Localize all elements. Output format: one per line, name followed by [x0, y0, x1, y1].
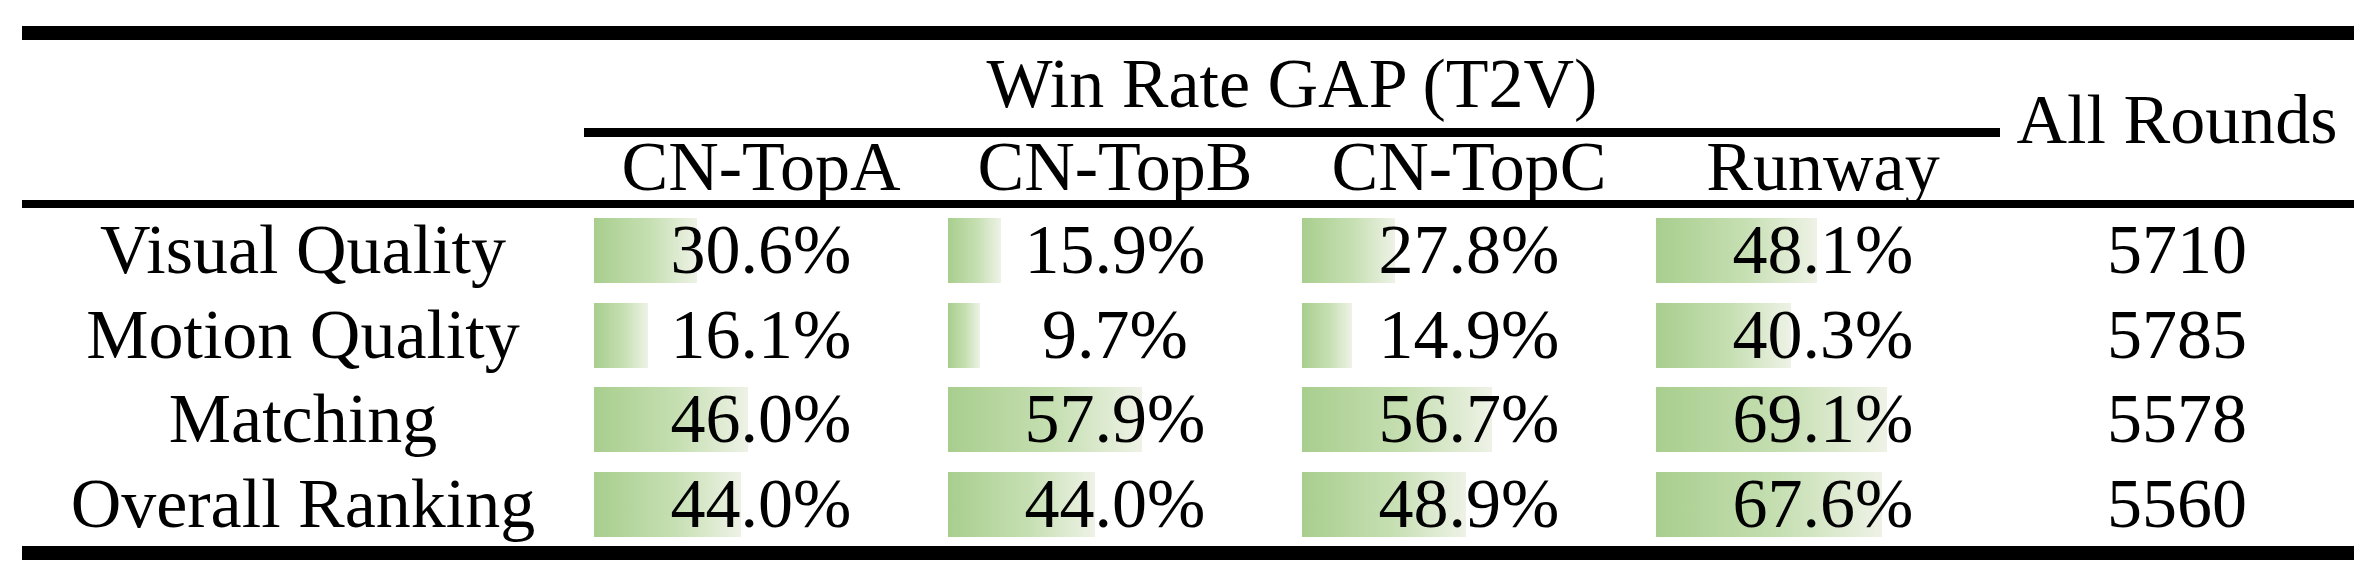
winrate-value: 40.3% — [1733, 295, 1914, 375]
winrate-bar — [594, 303, 648, 368]
win-rate-gap-table: Win Rate GAP (T2V) CN-TopA CN-TopB CN-To… — [22, 26, 2354, 560]
winrate-value: 16.1% — [671, 295, 852, 375]
value-cell: 44.0% — [584, 462, 938, 547]
value-cell: 67.6% — [1646, 462, 2000, 547]
top-rule — [22, 26, 2354, 40]
row-label-motion-quality: Motion Quality — [22, 293, 584, 378]
row-label-matching: Matching — [22, 377, 584, 462]
winrate-bar — [948, 218, 1001, 283]
all-rounds-value: 5785 — [2000, 293, 2354, 378]
column-header-cn-topa: CN-TopA — [584, 137, 938, 200]
value-cell: 48.1% — [1646, 208, 2000, 293]
winrate-value: 56.7% — [1379, 379, 1560, 459]
winrate-value: 69.1% — [1733, 379, 1914, 459]
value-cell: 16.1% — [584, 293, 938, 378]
all-rounds-value: 5710 — [2000, 208, 2354, 293]
column-headers: CN-TopA CN-TopB CN-TopC Runway — [584, 137, 2000, 200]
winrate-value: 44.0% — [671, 464, 852, 544]
column-header-cn-topc: CN-TopC — [1292, 137, 1646, 200]
value-cell: 30.6% — [584, 208, 938, 293]
winrate-value: 44.0% — [1025, 464, 1206, 544]
winrate-value: 46.0% — [671, 379, 852, 459]
value-cell: 40.3% — [1646, 293, 2000, 378]
value-cell: 56.7% — [1292, 377, 1646, 462]
value-cell: 27.8% — [1292, 208, 1646, 293]
winrate-value: 48.9% — [1379, 464, 1560, 544]
value-cell: 9.7% — [938, 293, 1292, 378]
winrate-value: 48.1% — [1733, 210, 1914, 290]
winrate-value: 30.6% — [671, 210, 852, 290]
value-cell: 69.1% — [1646, 377, 2000, 462]
table-header: Win Rate GAP (T2V) CN-TopA CN-TopB CN-To… — [22, 40, 2354, 200]
bottom-rule — [22, 546, 2354, 560]
paper-table-figure: Win Rate GAP (T2V) CN-TopA CN-TopB CN-To… — [0, 0, 2376, 568]
table-body: Visual Quality 30.6% 15.9% 27.8% 48.1% 5… — [22, 208, 2354, 546]
column-header-cn-topb: CN-TopB — [938, 137, 1292, 200]
value-cell: 44.0% — [938, 462, 1292, 547]
column-header-all-rounds: All Rounds — [2000, 40, 2354, 200]
value-cell: 15.9% — [938, 208, 1292, 293]
winrate-value: 15.9% — [1025, 210, 1206, 290]
row-label-overall-ranking: Overall Ranking — [22, 462, 584, 547]
winrate-value: 9.7% — [1042, 295, 1188, 375]
winrate-bar — [948, 303, 980, 368]
winrate-value: 57.9% — [1025, 379, 1206, 459]
winrate-bar — [1302, 303, 1352, 368]
winrate-value: 67.6% — [1733, 464, 1914, 544]
group-title: Win Rate GAP (T2V) — [584, 40, 2000, 128]
value-cell: 14.9% — [1292, 293, 1646, 378]
all-rounds-value: 5578 — [2000, 377, 2354, 462]
row-label-visual-quality: Visual Quality — [22, 208, 584, 293]
winrate-value: 27.8% — [1379, 210, 1560, 290]
column-header-runway: Runway — [1646, 137, 2000, 200]
winrate-value: 14.9% — [1379, 295, 1560, 375]
value-cell: 57.9% — [938, 377, 1292, 462]
value-cell: 48.9% — [1292, 462, 1646, 547]
all-rounds-value: 5560 — [2000, 462, 2354, 547]
value-cell: 46.0% — [584, 377, 938, 462]
